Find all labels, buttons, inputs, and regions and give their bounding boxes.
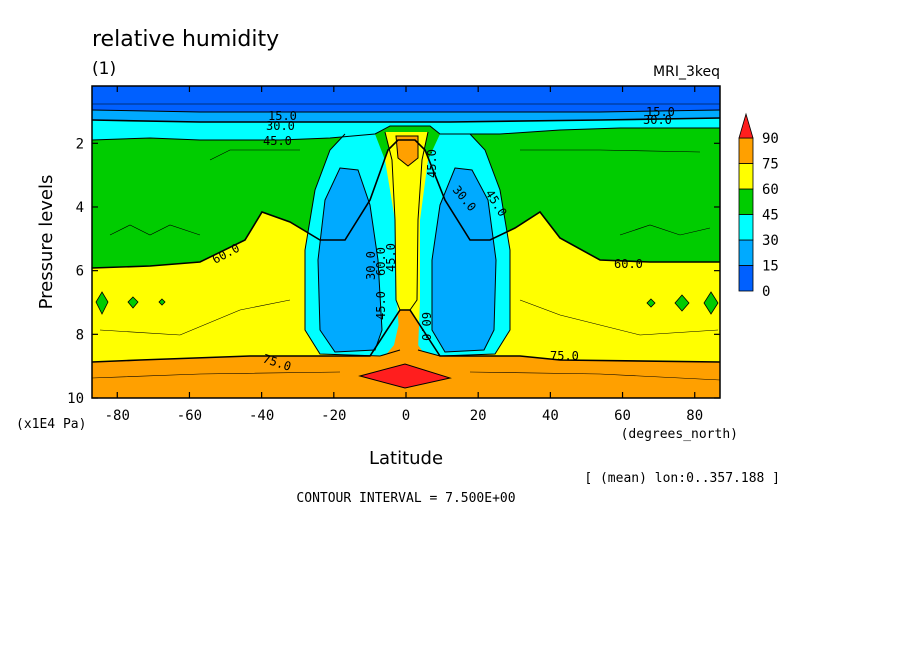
colorbar-swatch	[738, 239, 754, 266]
colorbar-label: 75	[762, 157, 779, 173]
colorbar-label: 15	[762, 259, 779, 275]
contour-label: 45.0	[374, 291, 388, 320]
x-axis-units: (degrees_north)	[621, 427, 738, 442]
contour-label: 60.0	[419, 312, 433, 341]
colorbar-swatch	[738, 163, 754, 190]
contour-label: 45.0	[425, 149, 439, 178]
x-axis-label: Latitude	[369, 448, 443, 469]
contour-lines	[92, 103, 720, 389]
x-axis: -80 -60 -40 -20 0 20 40 60 80	[105, 86, 703, 424]
x-tick-label: 80	[686, 408, 703, 424]
colorbar-label: 60	[762, 182, 779, 198]
contour-label: 30.0	[266, 119, 295, 133]
band-0-15-top	[92, 86, 720, 112]
model-label: MRI_3keq	[653, 64, 720, 80]
colorbar-label: 0	[762, 284, 770, 300]
x-tick-label: 0	[402, 408, 410, 424]
green-cell-right-2	[674, 294, 690, 312]
contour-label: 60.0	[614, 257, 643, 271]
green-cell-right-3	[703, 291, 719, 315]
contour-label: 15.0	[646, 105, 675, 119]
x-tick-label: 40	[542, 408, 559, 424]
panel-label: (1)	[92, 59, 116, 79]
core-upper-orange	[396, 136, 418, 166]
y-tick-label: 4	[76, 200, 84, 216]
contour-label: 45.0	[263, 134, 292, 148]
green-cell-left-2	[127, 296, 139, 309]
y-tick-label: 2	[76, 136, 84, 152]
colorbar-swatch	[738, 265, 754, 292]
y-axis-units: (x1E4 Pa)	[16, 417, 86, 432]
averaging-note: [ (mean) lon:0..357.188 ]	[584, 471, 780, 486]
y-tick-label: 6	[76, 264, 84, 280]
contour-label: 30.0	[364, 251, 378, 280]
chart-title: relative humidity	[92, 27, 279, 52]
x-tick-label: 60	[614, 408, 631, 424]
contour-label: 30.0	[643, 113, 672, 127]
colorbar-label: 45	[762, 208, 779, 224]
band-15-30-left	[318, 168, 382, 352]
x-tick-label: -60	[177, 408, 202, 424]
colorbar-swatch	[738, 214, 754, 241]
x-tick-label: -80	[105, 408, 130, 424]
colorbar-arrow	[738, 112, 754, 139]
colorbar-label: 30	[762, 233, 779, 249]
green-cell-left-3	[158, 298, 166, 306]
colorbar: 0 15 30 45 60 75 90	[738, 112, 779, 300]
band-15-30-right	[432, 168, 496, 352]
contour-label: 15.0	[268, 109, 297, 123]
x-tick-label: -20	[321, 408, 346, 424]
colorbar-label: 90	[762, 131, 779, 147]
contour-label: 45.0	[384, 243, 398, 272]
contour-label: 75.0	[550, 349, 579, 363]
contour-field: 15.0 30.0 45.0 60.0 75.0 15.0 30.0 45.0 …	[92, 86, 720, 398]
y-axis-label: Pressure levels	[36, 175, 57, 310]
x-tick-label: 20	[470, 408, 487, 424]
green-cell-left-1	[95, 291, 109, 315]
core-lower-orange	[380, 310, 430, 362]
x-tick-label: -40	[249, 408, 274, 424]
contour-interval-note: CONTOUR INTERVAL = 7.500E+00	[296, 491, 515, 506]
y-axis: 2 4 6 8 10	[67, 136, 720, 407]
green-cell-right-1	[646, 298, 656, 308]
colorbar-swatch	[738, 188, 754, 215]
colorbar-swatch	[738, 137, 754, 164]
y-tick-label: 10	[67, 391, 84, 407]
y-tick-label: 8	[76, 327, 84, 343]
contour-label: 60.0	[374, 247, 388, 276]
